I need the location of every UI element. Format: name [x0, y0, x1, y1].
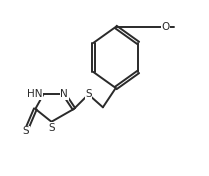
- Text: N: N: [60, 89, 68, 99]
- Text: S: S: [48, 122, 55, 133]
- Text: O: O: [162, 22, 170, 32]
- Text: HN: HN: [27, 89, 43, 99]
- Text: S: S: [85, 89, 92, 99]
- Text: S: S: [22, 126, 29, 136]
